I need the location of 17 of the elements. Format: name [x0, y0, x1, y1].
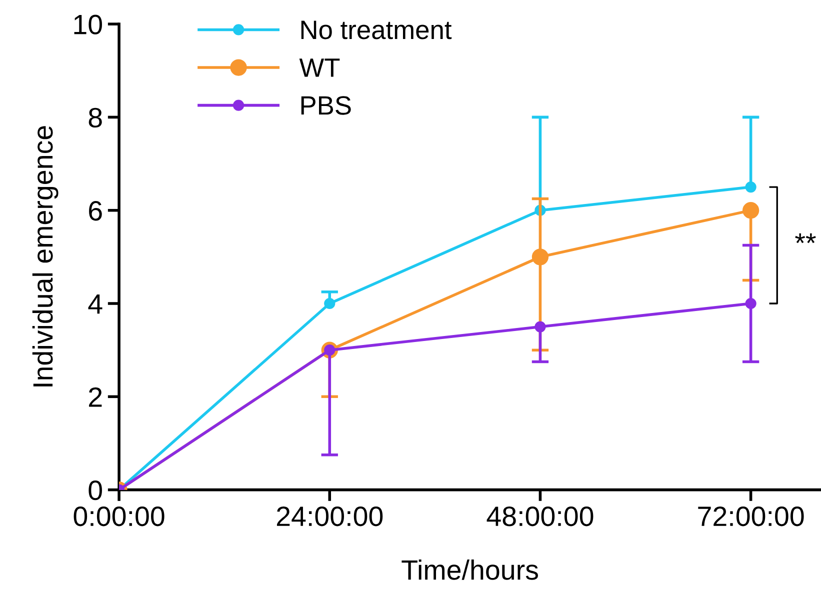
legend-label: WT	[299, 58, 340, 77]
y-axis-title: Individual emergence	[32, 126, 58, 386]
y-tick-label: 2	[89, 387, 102, 407]
x-tick-label: 24:00:00	[276, 506, 383, 526]
y-tick-label: 4	[88, 294, 102, 314]
y-tick-label: 10	[74, 14, 102, 34]
x-axis-title: Time/hours	[402, 559, 538, 580]
legend-label: PBS	[301, 96, 351, 115]
x-tick-label: 48:00:00	[486, 506, 594, 526]
x-tick-label: 72:00:00	[698, 506, 804, 526]
y-tick-label: 6	[89, 201, 102, 221]
x-tick-label: 0:00:00	[74, 506, 164, 526]
annotation: **	[795, 233, 816, 244]
y-tick-label: 8	[88, 108, 102, 128]
legend-label: No treatment	[301, 20, 452, 40]
y-tick-label: 0	[88, 480, 102, 500]
point	[742, 202, 760, 219]
